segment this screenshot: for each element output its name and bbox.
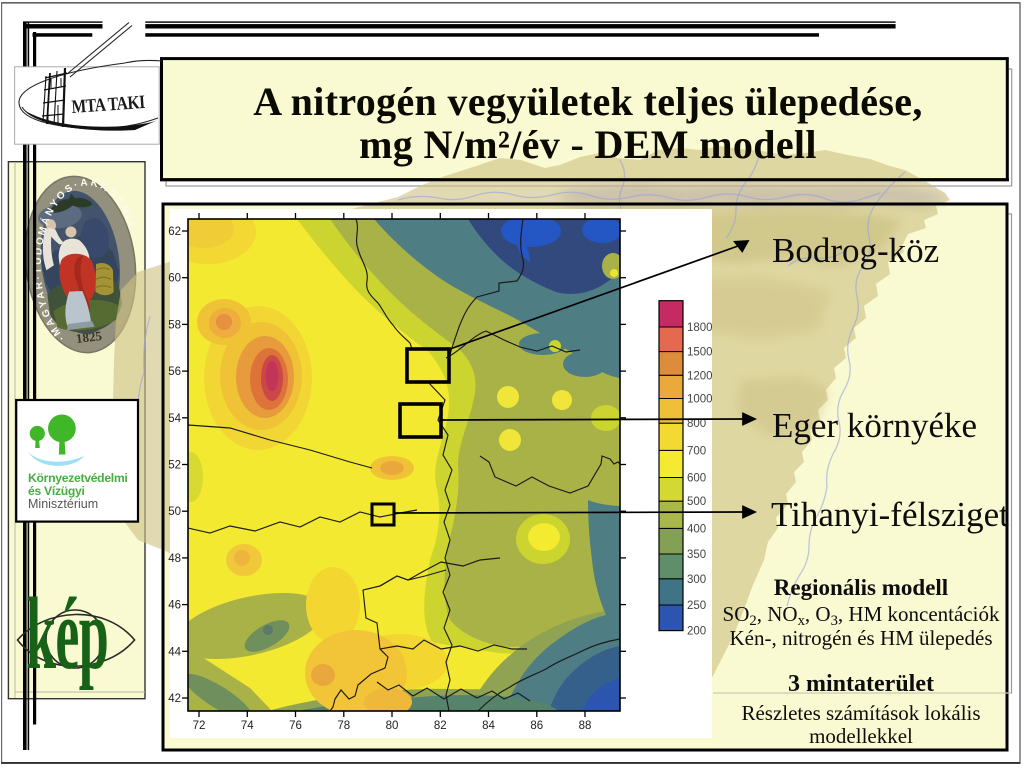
svg-text:1000: 1000 [687,394,713,406]
svg-text:46: 46 [168,600,181,612]
svg-text:76: 76 [289,720,302,732]
svg-text:300: 300 [687,574,706,586]
svg-text:Környezetvédelmi: Környezetvédelmi [28,471,128,485]
svg-text:88: 88 [579,720,592,732]
svg-text:74: 74 [241,720,254,732]
svg-text:800: 800 [687,418,706,430]
svg-text:Minisztérium: Minisztérium [28,497,98,511]
svg-text:82: 82 [434,720,447,732]
svg-text:600: 600 [687,473,706,485]
svg-text:500: 500 [687,496,706,508]
svg-text:56: 56 [168,366,181,378]
svg-text:80: 80 [386,720,399,732]
svg-text:58: 58 [168,319,181,331]
svg-text:400: 400 [687,523,706,535]
svg-text:44: 44 [168,646,181,658]
svg-text:200: 200 [687,626,706,638]
svg-text:MTA TAKI: MTA TAKI [71,92,146,118]
svg-text:50: 50 [168,506,181,518]
svg-text:78: 78 [337,720,350,732]
svg-text:1500: 1500 [687,347,713,359]
svg-text:62: 62 [168,226,181,238]
svg-text:700: 700 [687,445,706,457]
svg-text:48: 48 [168,553,181,565]
svg-text:250: 250 [687,600,706,612]
svg-text:54: 54 [168,413,181,425]
svg-text:350: 350 [687,549,706,561]
svg-text:60: 60 [168,273,181,285]
svg-text:84: 84 [482,720,495,732]
svg-text:1200: 1200 [687,370,713,382]
svg-text:1825: 1825 [75,328,103,346]
svg-text:1800: 1800 [687,322,713,334]
svg-text:42: 42 [168,693,181,705]
svg-text:és Vízügyi: és Vízügyi [28,484,85,498]
svg-text:72: 72 [193,720,206,732]
svg-text:86: 86 [530,720,543,732]
svg-text:52: 52 [168,460,181,472]
svg-text:kép: kép [26,577,108,691]
